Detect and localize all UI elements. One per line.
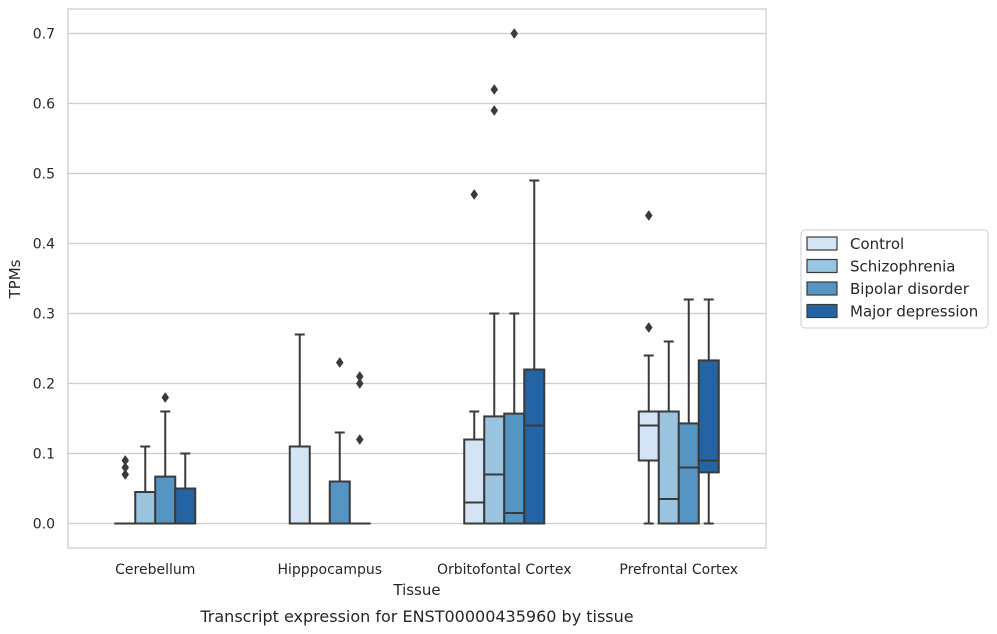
x-tick-label: Cerebellum <box>115 562 195 578</box>
box-group <box>677 298 700 525</box>
x-tick-label: Orbitofontal Cortex <box>437 562 572 578</box>
outlier-point <box>490 84 499 95</box>
legend: Control Schizophrenia Bipolar disorder Majo… <box>800 229 989 329</box>
outlier-point <box>121 455 130 466</box>
outlier-point <box>355 378 364 389</box>
y-tick-label: 0.3 <box>33 307 55 323</box>
box <box>483 415 506 525</box>
box-group <box>637 210 660 525</box>
y-tick-label: 0.0 <box>33 517 55 533</box>
box <box>328 480 351 525</box>
box-group <box>503 28 526 525</box>
legend-swatch <box>806 236 838 251</box>
box-group <box>288 333 311 525</box>
outlier-point <box>355 434 364 445</box>
plot-frame <box>67 8 767 549</box>
outlier-point <box>470 189 479 200</box>
y-tick-label: 0.5 <box>33 167 55 183</box>
x-tick-label: Prefrontal Cortex <box>619 562 738 578</box>
legend-label: Schizophrenia <box>850 258 955 276</box>
box-group <box>134 445 157 525</box>
box-group <box>174 452 197 525</box>
y-tick-labels: 0.0 0.1 0.2 0.3 0.4 0.5 0.6 0.7 <box>33 27 55 533</box>
outlier-point <box>355 371 364 382</box>
box-group <box>657 340 680 525</box>
y-tick-label: 0.6 <box>33 97 55 113</box>
y-tick-label: 0.7 <box>33 27 55 43</box>
box <box>154 475 177 525</box>
x-axis-label: Tissue <box>392 581 440 599</box>
legend-frame <box>800 229 989 329</box>
box-group <box>483 84 506 525</box>
box <box>174 487 197 525</box>
legend-label: Major depression <box>850 303 978 321</box>
outlier-point <box>644 210 653 221</box>
box-group <box>697 298 720 525</box>
y-tick-label: 0.1 <box>33 447 55 463</box>
outlier-point <box>490 105 499 116</box>
legend-swatch <box>806 258 838 274</box>
y-tick-label: 0.4 <box>33 237 55 253</box>
box <box>503 412 526 525</box>
legend-label: Bipolar disorder <box>850 280 970 298</box>
box <box>463 438 486 525</box>
outlier-point <box>161 392 170 403</box>
outlier-point <box>121 469 130 480</box>
box-group <box>463 189 486 525</box>
box <box>523 368 546 525</box>
box <box>288 445 311 525</box>
box <box>637 410 660 462</box>
box <box>677 422 700 525</box>
y-tick-label: 0.2 <box>33 377 55 393</box>
outlier-point <box>121 462 130 473</box>
box <box>134 491 157 525</box>
box <box>697 359 720 474</box>
legend-swatch <box>806 281 838 296</box>
x-tick-label: Hipppocampus <box>277 562 382 578</box>
box <box>657 410 680 525</box>
legend-label: Control <box>850 235 904 253</box>
box-group <box>328 357 351 525</box>
box-plot-area <box>114 28 720 525</box>
box-group <box>154 392 177 525</box>
box-group <box>348 371 371 525</box>
box-group <box>523 179 546 525</box>
chart-caption: Transcript expression for ENST0000043596… <box>199 607 633 626</box>
legend-swatch <box>806 303 838 319</box>
outlier-point <box>510 28 519 39</box>
outlier-point <box>335 357 344 368</box>
box-group <box>114 455 137 525</box>
x-tick-labels: Cerebellum Hipppocampus Orbitofontal Corte… <box>115 562 738 578</box>
outlier-point <box>644 322 653 333</box>
y-axis-label: TPMs <box>6 259 24 299</box>
